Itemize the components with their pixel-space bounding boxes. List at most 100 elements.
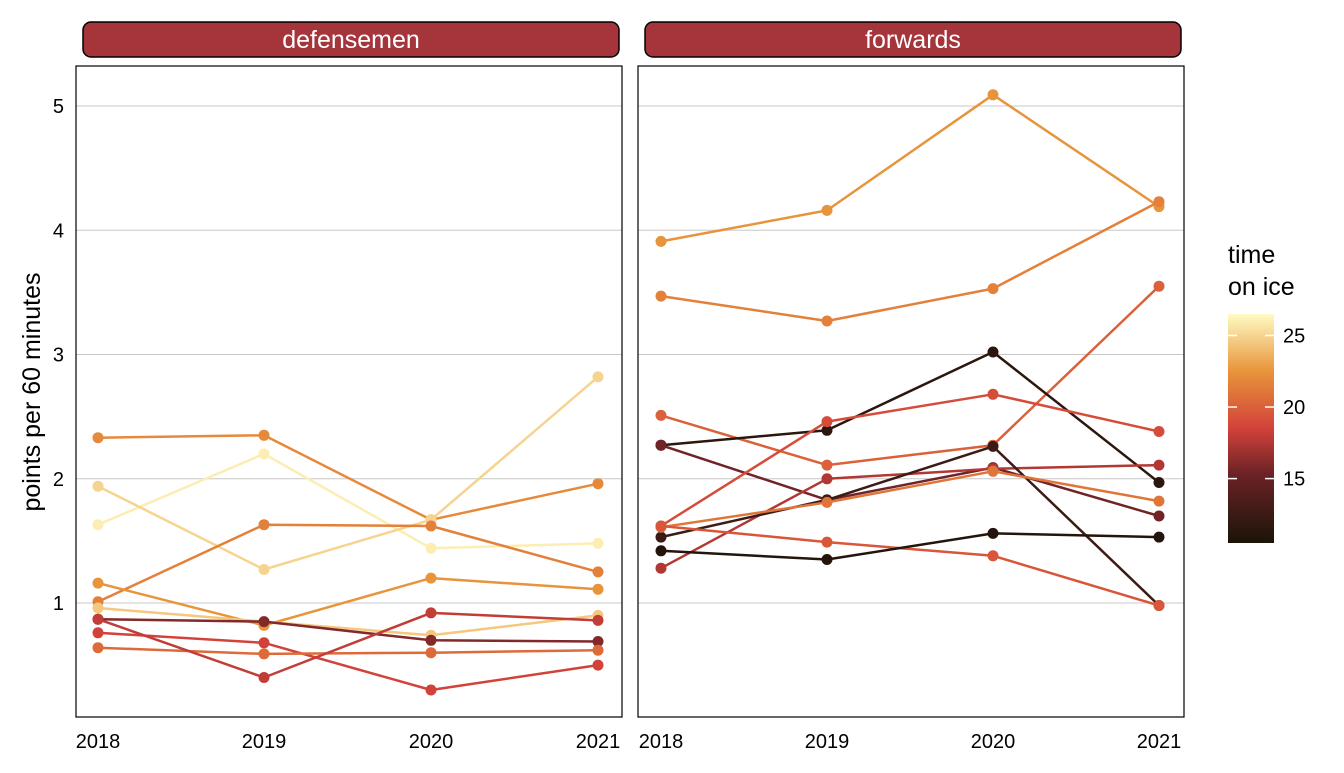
series-line	[660, 393, 1160, 528]
data-point	[258, 637, 270, 649]
x-tick-label: 2018	[76, 731, 121, 753]
panel-border	[75, 65, 623, 718]
data-point	[592, 614, 604, 626]
data-point	[92, 519, 104, 531]
legend-title: time	[1228, 241, 1275, 269]
legend-title: on ice	[1228, 273, 1295, 301]
data-point	[425, 684, 437, 696]
data-point	[592, 644, 604, 656]
data-point	[821, 424, 833, 436]
data-point	[1153, 459, 1165, 471]
y-tick-label: 5	[53, 96, 64, 118]
data-point	[258, 672, 270, 683]
data-point	[1153, 495, 1165, 507]
panel-forwards: forwards 2018 2019 2020 2021	[637, 21, 1185, 753]
data-point	[655, 531, 667, 543]
series-line	[660, 350, 1160, 484]
data-point	[258, 448, 270, 460]
series-line	[97, 617, 599, 643]
data-point	[92, 577, 104, 589]
data-point	[92, 602, 104, 614]
data-point	[92, 432, 104, 444]
data-point	[987, 89, 999, 101]
legend-tick-label: 20	[1283, 397, 1305, 419]
data-point	[821, 473, 833, 485]
data-point	[592, 583, 604, 595]
x-tick-label: 2019	[805, 731, 850, 753]
data-point	[592, 537, 604, 549]
data-point	[821, 204, 833, 216]
data-point	[1153, 426, 1165, 437]
data-point	[655, 290, 667, 302]
data-point	[258, 429, 270, 441]
series-line	[97, 523, 599, 603]
data-point	[425, 520, 437, 532]
data-point	[592, 659, 604, 671]
x-tick-label: 2020	[971, 731, 1016, 753]
data-point	[655, 409, 667, 421]
data-point	[258, 616, 270, 628]
data-point	[987, 346, 999, 358]
data-point	[655, 235, 667, 247]
data-point	[1153, 600, 1165, 611]
data-point	[821, 496, 833, 508]
data-point	[655, 562, 667, 574]
data-point	[592, 566, 604, 578]
series-line	[97, 452, 599, 550]
data-point	[425, 542, 437, 554]
data-point	[425, 572, 437, 584]
series-line	[660, 532, 1160, 561]
y-tick-label: 4	[53, 220, 64, 242]
data-point	[987, 550, 999, 562]
y-tick-label: 2	[53, 469, 64, 491]
series-line	[97, 631, 599, 692]
data-point	[821, 554, 833, 565]
data-point	[987, 527, 999, 539]
data-point	[987, 283, 999, 295]
panel-border	[637, 65, 1185, 718]
color-legend: time on ice 15 20 25	[1228, 241, 1305, 543]
data-point	[987, 440, 999, 452]
data-point	[1153, 510, 1165, 522]
y-axis-title: points per 60 minutes	[18, 272, 46, 511]
data-point	[655, 545, 667, 557]
data-point	[258, 648, 270, 660]
y-tick-label: 3	[53, 345, 64, 367]
x-tick-label: 2020	[409, 731, 454, 753]
x-tick-label: 2019	[242, 731, 287, 753]
data-point	[592, 371, 604, 383]
y-tick-label: 1	[53, 593, 64, 615]
series-line	[660, 285, 1160, 467]
facet-strip	[644, 21, 1182, 58]
data-point	[655, 439, 667, 451]
series-line	[660, 470, 1160, 529]
data-point	[592, 478, 604, 490]
data-point	[821, 416, 833, 428]
facet-strip-label: forwards	[865, 26, 961, 54]
data-point	[258, 564, 270, 575]
data-point	[92, 642, 104, 654]
data-point	[92, 613, 104, 625]
series-line	[660, 93, 1160, 243]
series-line	[660, 445, 1160, 607]
data-point	[821, 536, 833, 548]
series-line	[97, 576, 599, 627]
x-tick-label: 2021	[576, 731, 621, 753]
data-point	[258, 519, 270, 531]
data-point	[425, 647, 437, 659]
data-point	[425, 607, 437, 619]
data-point	[1153, 477, 1165, 488]
data-point	[821, 315, 833, 327]
data-point	[1153, 280, 1165, 292]
panel-defensemen: defensemen 2018 2019 2020 2021	[75, 21, 623, 753]
series-line	[97, 611, 599, 679]
facet-strip	[82, 21, 620, 58]
data-point	[592, 636, 604, 647]
series-line	[97, 434, 599, 522]
legend-tick-label: 15	[1283, 469, 1305, 491]
data-point	[1153, 531, 1165, 543]
legend-tick-label: 25	[1283, 325, 1305, 347]
data-point	[1153, 196, 1165, 208]
